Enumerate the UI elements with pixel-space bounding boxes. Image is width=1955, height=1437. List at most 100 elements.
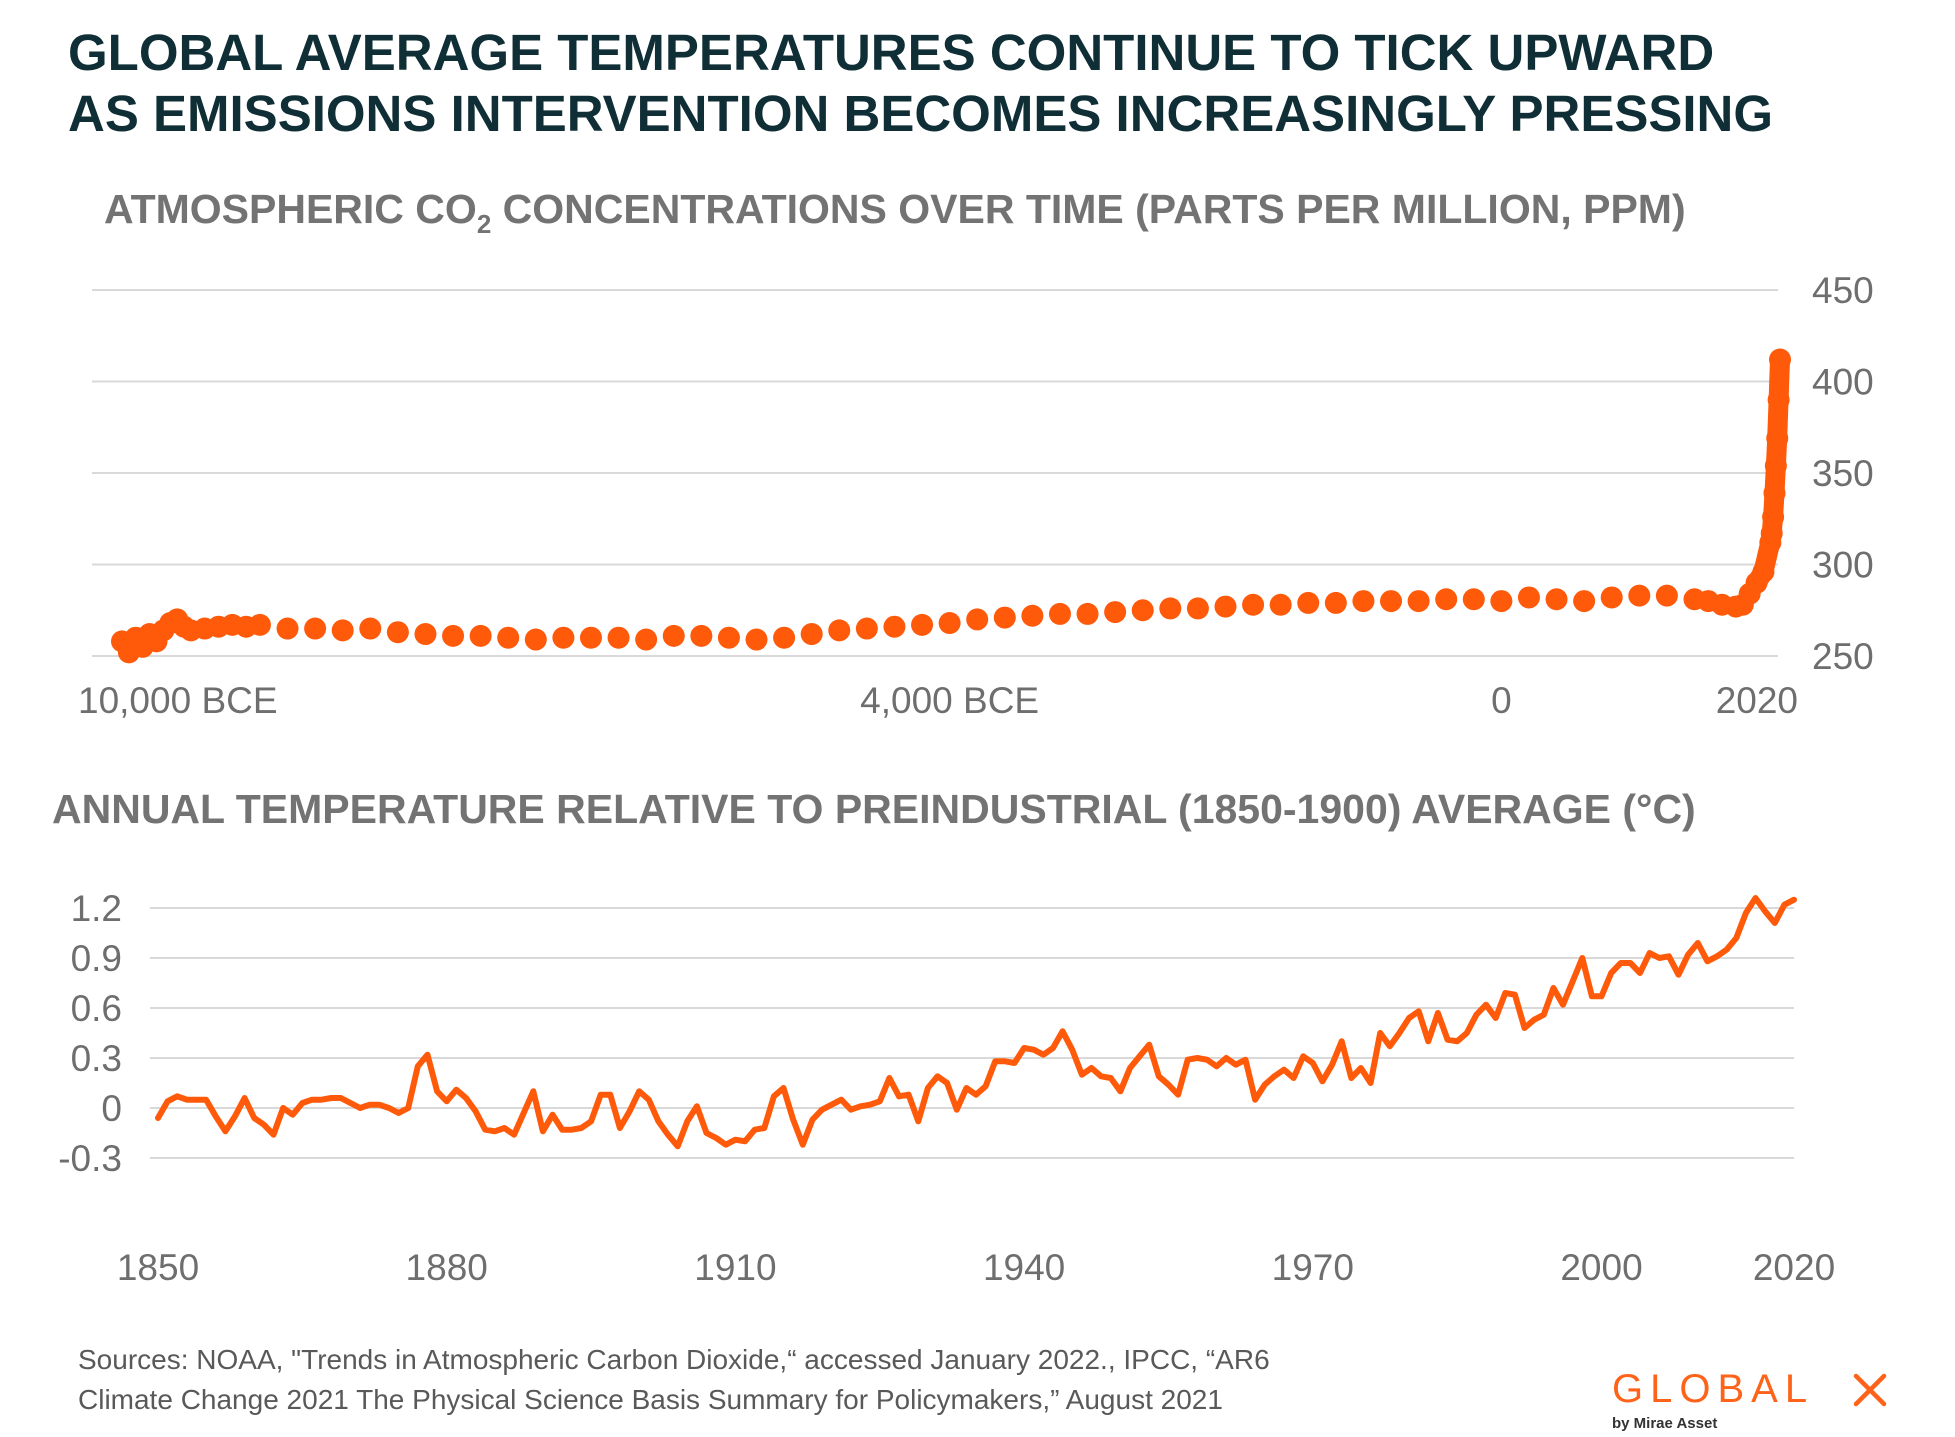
co2-x-tick-label: 10,000 BCE [78, 680, 278, 721]
co2-y-tick-label: 350 [1812, 453, 1874, 494]
co2-chart: 250 300 350 400 450 10,000 BCE 4,000 BCE 0 2020 [78, 270, 1874, 721]
co2-data-point [304, 617, 327, 640]
co2-data-point [386, 621, 409, 644]
co2-data-point [497, 626, 520, 649]
sources-note: Sources: NOAA, "Trends in Atmospheric Ca… [78, 1340, 1478, 1420]
co2-data-point [662, 624, 685, 647]
co2-data-point [414, 623, 437, 646]
co2-data-point [607, 626, 630, 649]
headline-line-1: GLOBAL AVERAGE TEMPERATURES CONTINUE TO … [68, 24, 1715, 81]
co2-data-point [1655, 584, 1678, 607]
co2-data-point [1048, 602, 1071, 625]
temp-y-tick-label: 0 [101, 1088, 122, 1129]
co2-data-point [828, 619, 851, 642]
co2-data-point [1269, 593, 1292, 616]
co2-data-point [1462, 588, 1485, 611]
temp-y-tick-label: 1.2 [71, 888, 122, 929]
co2-y-axis: 250 300 350 400 450 [1812, 270, 1874, 677]
co2-gridlines [92, 289, 1778, 657]
co2-data-point [469, 624, 492, 647]
co2-data-point [745, 628, 768, 651]
temp-x-axis: 1850 1880 1910 1940 1970 2000 2020 [117, 1247, 1835, 1288]
co2-data-point [1573, 590, 1596, 613]
co2-data-point [966, 608, 989, 631]
temp-x-tick-label: 1940 [983, 1247, 1065, 1288]
co2-data-point [331, 619, 354, 642]
co2-data-point [717, 626, 740, 649]
co2-x-tick-label: 2020 [1716, 680, 1798, 721]
temp-series [155, 895, 1797, 1150]
co2-chart-title: ATMOSPHERIC CO2 CONCENTRATIONS OVER TIME… [104, 186, 1686, 237]
temperature-chart: -0.3 0 0.3 0.6 0.9 1.2 1850 1880 1910 1940 1970 20… [58, 888, 1835, 1288]
temp-x-tick-label: 2000 [1560, 1247, 1642, 1288]
co2-data-point [1352, 590, 1375, 613]
co2-data-point [938, 612, 961, 635]
co2-series [111, 348, 1791, 664]
co2-data-point [1186, 597, 1209, 620]
co2-data-point [773, 626, 796, 649]
co2-data-point [248, 613, 271, 636]
co2-data-point [1435, 588, 1458, 611]
temp-y-tick-label: 0.3 [71, 1038, 122, 1079]
co2-data-point [579, 626, 602, 649]
sources-line-1: Sources: NOAA, "Trends in Atmospheric Ca… [78, 1344, 1270, 1375]
headline: GLOBAL AVERAGE TEMPERATURES CONTINUE TO … [68, 22, 1928, 144]
temp-x-tick-label: 1880 [406, 1247, 488, 1288]
co2-data-point [359, 617, 382, 640]
temp-y-tick-label: 0.9 [71, 938, 122, 979]
co2-x-tick-label: 4,000 BCE [860, 680, 1039, 721]
logo-tagline: by Mirae Asset [1612, 1415, 1718, 1432]
co2-data-point [883, 615, 906, 638]
headline-line-2: AS EMISSIONS INTERVENTION BECOMES INCREA… [68, 85, 1774, 142]
co2-data-point [1131, 599, 1154, 622]
sources-line-2: Climate Change 2021 The Physical Science… [78, 1384, 1223, 1415]
co2-data-point [1545, 588, 1568, 611]
co2-x-axis: 10,000 BCE 4,000 BCE 0 2020 [78, 680, 1798, 721]
co2-data-point [524, 628, 547, 651]
co2-data-point [1242, 593, 1265, 616]
co2-data-point [855, 617, 878, 640]
co2-data-point [1490, 590, 1513, 613]
global-x-logo: GLOBAL by Mirae Asset [1612, 1367, 1912, 1437]
temp-x-tick-label: 2020 [1753, 1247, 1835, 1288]
co2-y-tick-label: 300 [1812, 545, 1874, 586]
co2-title-subscript: 2 [476, 209, 492, 239]
temp-y-tick-label: -0.3 [58, 1138, 122, 1179]
temp-y-tick-label: 0.6 [71, 988, 122, 1029]
temp-x-tick-label: 1910 [694, 1247, 776, 1288]
co2-data-point [1076, 602, 1099, 625]
co2-data-point [800, 623, 823, 646]
co2-modern-rise-line [1746, 349, 1790, 593]
co2-data-point [1159, 597, 1182, 620]
co2-data-point [1380, 590, 1403, 613]
co2-x-tick-label: 0 [1491, 680, 1512, 721]
co2-y-tick-label: 250 [1812, 636, 1874, 677]
co2-data-point [1407, 590, 1430, 613]
co2-data-point [690, 624, 713, 647]
logo-wordmark: GLOBAL [1612, 1367, 1815, 1411]
co2-data-point [911, 613, 934, 636]
co2-data-point [1324, 591, 1347, 614]
co2-data-point [442, 624, 465, 647]
co2-data-point [1021, 604, 1044, 627]
co2-data-point [1600, 586, 1623, 609]
co2-title-text-rest: CONCENTRATIONS OVER TIME (PARTS PER MILL… [491, 186, 1686, 232]
co2-data-point [1517, 586, 1540, 609]
temp-chart-title: ANNUAL TEMPERATURE RELATIVE TO PREINDUST… [52, 786, 1696, 832]
co2-data-point [276, 617, 299, 640]
co2-y-tick-label: 400 [1812, 362, 1874, 403]
temp-x-tick-label: 1970 [1272, 1247, 1354, 1288]
co2-data-point [993, 606, 1016, 629]
co2-data-point [1628, 584, 1651, 607]
temp-series-line [155, 895, 1797, 1150]
co2-data-point [1214, 595, 1237, 618]
co2-y-tick-label: 450 [1812, 270, 1874, 311]
temp-x-tick-label: 1850 [117, 1247, 199, 1288]
co2-title-text: ATMOSPHERIC CO [104, 186, 477, 232]
co2-data-point [1297, 591, 1320, 614]
temp-gridlines [150, 907, 1794, 1159]
temp-y-axis: -0.3 0 0.3 0.6 0.9 1.2 [58, 888, 122, 1179]
co2-data-point [635, 628, 658, 651]
logo-x-mark [1853, 1373, 1887, 1407]
co2-data-point [1104, 601, 1127, 624]
